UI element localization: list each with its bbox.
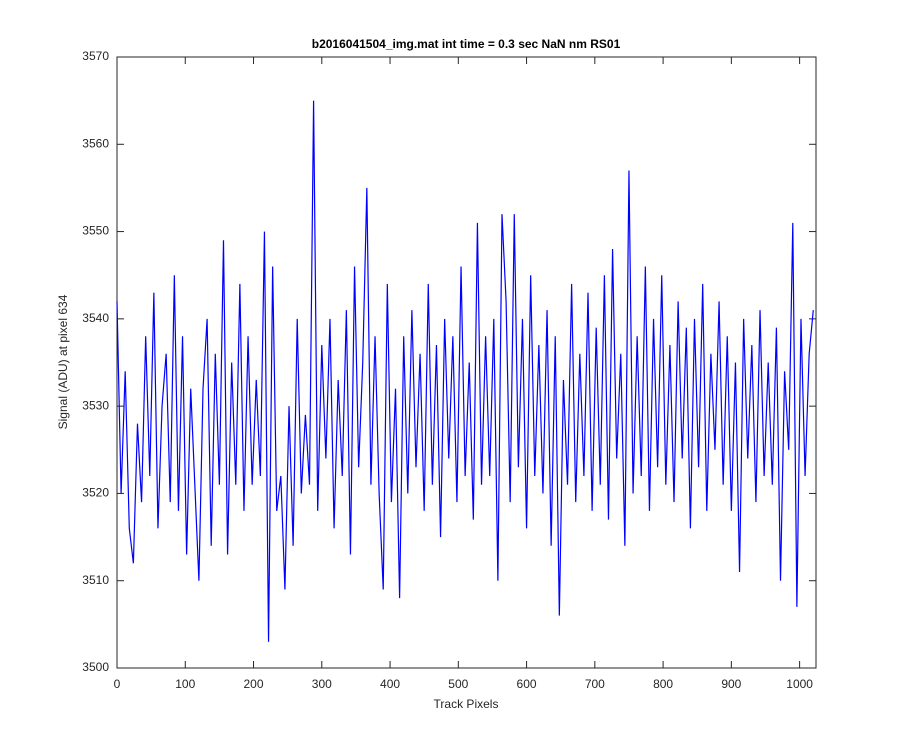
x-tick-label: 0 (114, 677, 121, 691)
axes-box (116, 56, 817, 669)
x-tick-label: 300 (312, 677, 332, 691)
chart-title: b2016041504_img.mat int time = 0.3 sec N… (312, 37, 621, 51)
y-tick-label: 3550 (82, 224, 109, 238)
x-axis-label: Track Pixels (434, 697, 499, 711)
y-axis-label: Signal (ADU) at pixel 634 (56, 294, 70, 429)
x-tick-label: 700 (585, 677, 605, 691)
y-tick-label: 3570 (82, 49, 109, 63)
x-tick-label: 200 (244, 677, 264, 691)
x-tick-label: 600 (517, 677, 537, 691)
x-tick-label: 800 (653, 677, 673, 691)
x-tick-label: 500 (448, 677, 468, 691)
x-tick-label: 900 (721, 677, 741, 691)
y-tick-label: 3520 (82, 486, 109, 500)
y-tick-label: 3510 (82, 573, 109, 587)
data-line (116, 100, 814, 642)
x-tick-label: 100 (175, 677, 195, 691)
x-tick-label: 400 (380, 677, 400, 691)
y-tick-label: 3500 (82, 660, 109, 674)
y-tick-label: 3540 (82, 311, 109, 325)
x-tick-label: 1000 (786, 677, 813, 691)
y-tick-label: 3530 (82, 398, 109, 412)
y-tick-label: 3560 (82, 136, 109, 150)
